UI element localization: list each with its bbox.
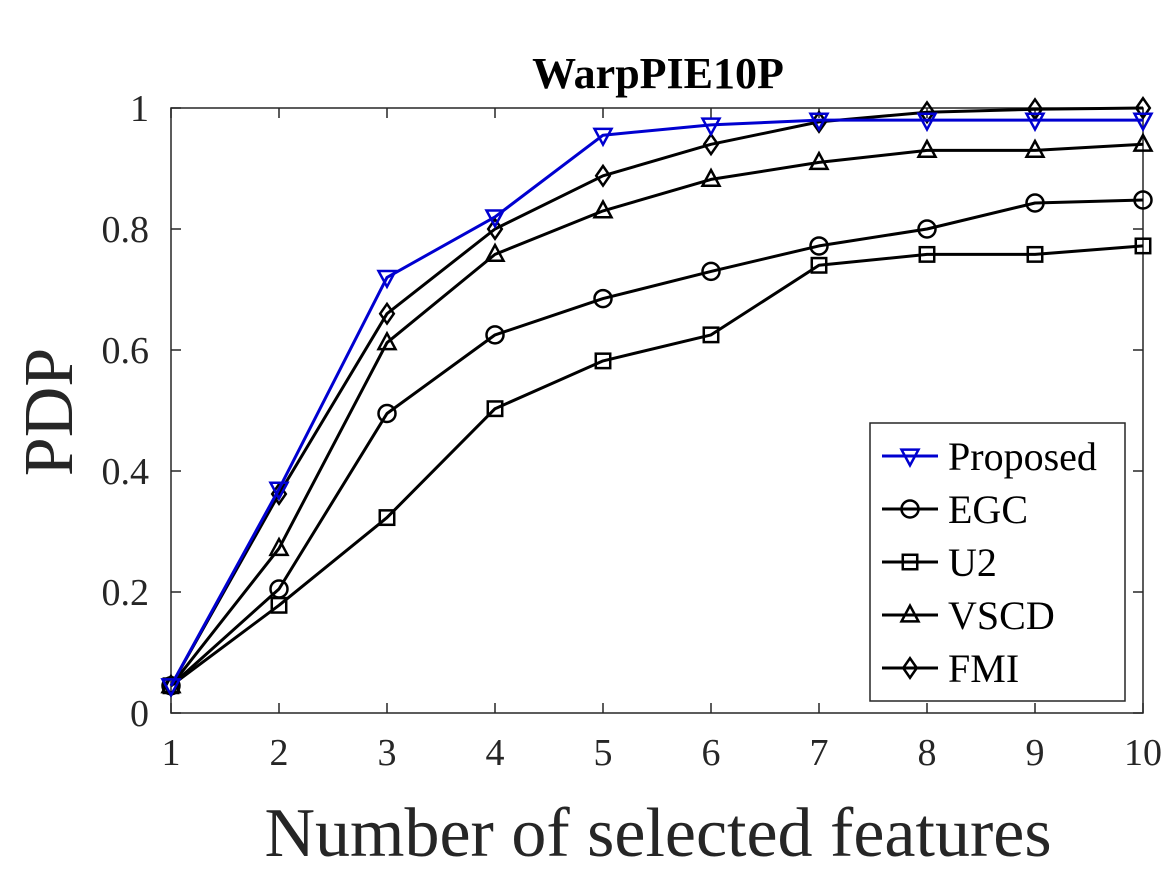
y-tick-label: 1 <box>130 88 149 130</box>
data-point <box>916 138 938 158</box>
data-point <box>1132 132 1154 152</box>
data-point <box>378 509 396 527</box>
data-point <box>701 261 721 282</box>
legend-item-fmi: FMI <box>882 646 1019 691</box>
plot-area: 1 2 3 4 5 6 7 8 9 10 0 0.2 0.4 0.6 0.8 1 <box>102 88 1163 774</box>
data-point <box>918 100 936 125</box>
x-tick-label: 2 <box>270 732 289 774</box>
legend-marker <box>900 499 920 519</box>
data-point <box>702 326 720 344</box>
x-tick-label: 8 <box>918 732 937 774</box>
data-point <box>377 403 397 424</box>
legend-label: VSCD <box>948 593 1055 638</box>
x-tick-label: 9 <box>1026 732 1045 774</box>
data-point <box>486 217 504 241</box>
data-point <box>593 288 613 309</box>
legend-label: EGC <box>948 487 1028 532</box>
x-tick-label: 4 <box>486 732 505 774</box>
series-line <box>169 198 1144 687</box>
legend-label: U2 <box>948 540 997 585</box>
data-point <box>917 219 937 239</box>
legend-item-vscd: VSCD <box>882 593 1055 638</box>
data-point <box>1132 112 1154 133</box>
data-point <box>916 112 938 133</box>
data-point <box>594 352 612 370</box>
legend-marker <box>901 553 919 571</box>
y-tick-label: 0 <box>130 693 149 735</box>
data-point <box>810 256 828 274</box>
legend-item-proposed: Proposed <box>882 434 1097 479</box>
legend-marker <box>899 448 921 468</box>
data-point <box>160 678 182 698</box>
data-point <box>378 301 396 326</box>
x-tick-label: 6 <box>702 732 721 774</box>
data-point <box>268 481 290 502</box>
x-tick-label: 7 <box>810 732 829 774</box>
data-point <box>376 330 398 351</box>
data-point <box>594 163 612 188</box>
data-point <box>485 325 505 345</box>
legend-item-u2: U2 <box>882 540 997 585</box>
data-point <box>592 198 614 219</box>
data-point <box>484 242 506 263</box>
data-point <box>918 245 936 263</box>
data-point <box>268 536 290 557</box>
data-point <box>700 167 722 188</box>
x-axis-label: Number of selected features <box>264 795 1051 872</box>
data-point <box>1024 112 1046 133</box>
series-proposed <box>160 112 1154 698</box>
axes-box <box>170 107 1144 714</box>
series-line <box>169 118 1143 687</box>
series-line <box>169 106 1144 687</box>
data-point <box>808 112 830 133</box>
y-tick-label: 0.2 <box>102 572 150 614</box>
y-tick-label: 0.6 <box>102 330 150 372</box>
data-point <box>1025 193 1045 213</box>
data-point <box>808 150 830 171</box>
x-tick-label: 1 <box>162 732 181 774</box>
legend-label: Proposed <box>948 434 1097 479</box>
data-point <box>1133 190 1153 210</box>
legend-label: FMI <box>948 646 1019 691</box>
x-tick-label: 5 <box>594 732 613 774</box>
chart-title: WarpPIE10P <box>532 49 784 98</box>
series-line <box>170 244 1144 688</box>
data-point <box>269 579 289 599</box>
x-tick-label: 3 <box>378 732 397 774</box>
data-point <box>484 209 506 229</box>
legend: Proposed EGC U2 VSCD FMI <box>869 422 1126 702</box>
data-point <box>700 117 722 137</box>
data-point <box>702 132 720 157</box>
data-point <box>592 127 614 148</box>
data-point <box>486 400 504 418</box>
x-tick-label: 10 <box>1124 732 1162 774</box>
legend-item-egc: EGC <box>882 487 1028 532</box>
y-axis-label: PDP <box>11 348 88 476</box>
y-tick-label: 0.4 <box>102 451 150 493</box>
data-point <box>1134 96 1152 120</box>
data-point <box>376 269 398 290</box>
legend-marker <box>899 603 921 623</box>
series-egc <box>161 190 1153 696</box>
data-point <box>809 236 829 256</box>
y-tick-label: 0.8 <box>102 209 150 251</box>
data-point <box>1026 245 1044 263</box>
data-point <box>1024 138 1046 158</box>
data-point <box>1134 237 1152 255</box>
legend-marker <box>901 656 919 680</box>
series-line <box>169 142 1144 687</box>
